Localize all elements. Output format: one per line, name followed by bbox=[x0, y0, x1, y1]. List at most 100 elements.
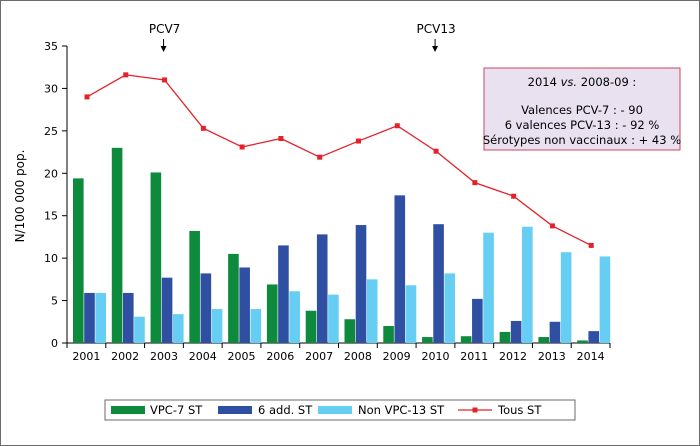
x-tick-label: 2011 bbox=[460, 350, 488, 363]
note-line: Sérotypes non vaccinaux : + 43 % bbox=[483, 133, 681, 147]
bar bbox=[366, 279, 378, 343]
bar bbox=[228, 253, 239, 343]
total-line-marker bbox=[162, 77, 168, 83]
bar bbox=[189, 230, 200, 343]
y-tick-label: 15 bbox=[44, 210, 58, 223]
bar bbox=[599, 256, 611, 343]
total-line-marker bbox=[278, 135, 284, 141]
x-tick-label: 2009 bbox=[383, 350, 411, 363]
bar bbox=[111, 147, 123, 343]
bar bbox=[305, 310, 317, 343]
bar bbox=[355, 225, 367, 343]
bar bbox=[483, 232, 494, 343]
bar bbox=[560, 252, 572, 343]
total-line-marker bbox=[317, 154, 323, 160]
legend: VPC-7 ST 6 add. ST Non VPC-13 ST Tous ST bbox=[104, 399, 576, 421]
x-tick-label: 2004 bbox=[189, 350, 217, 363]
legend-swatch-vpc7 bbox=[111, 406, 145, 414]
total-line-marker bbox=[588, 242, 594, 248]
bar bbox=[266, 284, 278, 343]
legend-label-vpc7: VPC-7 ST bbox=[150, 403, 203, 417]
bar bbox=[460, 336, 472, 343]
bar bbox=[84, 292, 95, 343]
annotation-label: PCV13 bbox=[417, 22, 456, 36]
note-title: 2014 vs. 2008-09 : bbox=[528, 75, 637, 89]
y-tick-label: 25 bbox=[44, 125, 58, 138]
bar bbox=[394, 195, 406, 343]
x-tick-label: 2008 bbox=[344, 350, 372, 363]
bars bbox=[73, 147, 611, 343]
note-line: 6 valences PCV-13 : - 92 % bbox=[505, 118, 660, 132]
bar bbox=[211, 309, 223, 343]
bar bbox=[250, 309, 262, 343]
x-tick-label: 2010 bbox=[421, 350, 449, 363]
bar bbox=[95, 292, 106, 343]
total-line-marker bbox=[549, 223, 555, 229]
total-line-marker bbox=[433, 148, 439, 154]
bar bbox=[472, 298, 483, 343]
bar bbox=[73, 178, 84, 343]
legend-label-nonvpc13: Non VPC-13 ST bbox=[358, 403, 445, 417]
x-tick-label: 2012 bbox=[499, 350, 527, 363]
x-tick-label: 2003 bbox=[150, 350, 178, 363]
total-line-marker bbox=[511, 193, 517, 199]
total-line bbox=[84, 72, 594, 248]
legend-swatch-6add bbox=[218, 406, 252, 414]
x-tick-label: 2001 bbox=[72, 350, 100, 363]
bar bbox=[172, 314, 184, 343]
y-tick-label: 20 bbox=[44, 167, 58, 180]
x-tick-label: 2014 bbox=[577, 350, 605, 363]
bar bbox=[588, 331, 600, 343]
bar bbox=[134, 316, 145, 343]
total-line-marker bbox=[394, 123, 400, 129]
bar bbox=[200, 273, 212, 343]
bar bbox=[122, 292, 134, 343]
bar bbox=[522, 226, 533, 343]
total-line-marker bbox=[123, 72, 129, 78]
y-tick-label: 10 bbox=[44, 252, 58, 265]
bar bbox=[383, 326, 394, 343]
bar bbox=[150, 172, 162, 343]
total-line-marker bbox=[472, 180, 478, 186]
legend-label-6add: 6 add. ST bbox=[258, 403, 313, 417]
x-tick-label: 2002 bbox=[111, 350, 139, 363]
bar bbox=[328, 294, 339, 343]
x-tick-label: 2006 bbox=[266, 350, 294, 363]
bar bbox=[344, 319, 356, 343]
legend-label-total: Tous ST bbox=[497, 403, 542, 417]
y-tick-label: 0 bbox=[51, 337, 58, 350]
y-tick-label: 35 bbox=[44, 40, 58, 53]
bar bbox=[161, 277, 173, 343]
x-tick-label: 2007 bbox=[305, 350, 333, 363]
total-line-marker bbox=[239, 144, 245, 150]
bar bbox=[433, 224, 444, 343]
x-tick-label: 2005 bbox=[228, 350, 256, 363]
bar bbox=[289, 291, 300, 343]
bar bbox=[278, 245, 289, 343]
bar bbox=[239, 267, 250, 343]
tick-labels: 0 5 10 15 20 25 30 35 2001 2002 2003 2004 2005 2006 20… bbox=[44, 40, 605, 363]
bar bbox=[577, 340, 588, 343]
total-line-marker bbox=[356, 138, 361, 144]
bar bbox=[510, 320, 522, 343]
bar bbox=[422, 337, 433, 343]
total-line-path bbox=[86, 74, 592, 246]
note-box: 2014 vs. 2008-09 : Valences PCV-7 : - 90… bbox=[483, 67, 681, 151]
note-line: Valences PCV-7 : - 90 bbox=[521, 103, 643, 117]
bar bbox=[316, 234, 328, 343]
legend-swatch-total-marker bbox=[472, 407, 478, 413]
y-tick-label: 30 bbox=[44, 82, 58, 95]
annotation-arrow-head bbox=[160, 46, 167, 52]
total-line-marker bbox=[200, 125, 206, 131]
bar bbox=[405, 285, 417, 343]
annotation-label: PCV7 bbox=[149, 22, 180, 36]
y-tick-label: 5 bbox=[51, 295, 58, 308]
total-line-marker bbox=[84, 94, 90, 100]
y-axis-label: N/100 000 pop. bbox=[13, 150, 27, 243]
bar bbox=[499, 331, 511, 343]
bar bbox=[538, 337, 550, 343]
x-tick-label: 2013 bbox=[538, 350, 566, 363]
annotations: PCV7 PCV13 bbox=[149, 22, 456, 52]
bar bbox=[444, 273, 456, 343]
